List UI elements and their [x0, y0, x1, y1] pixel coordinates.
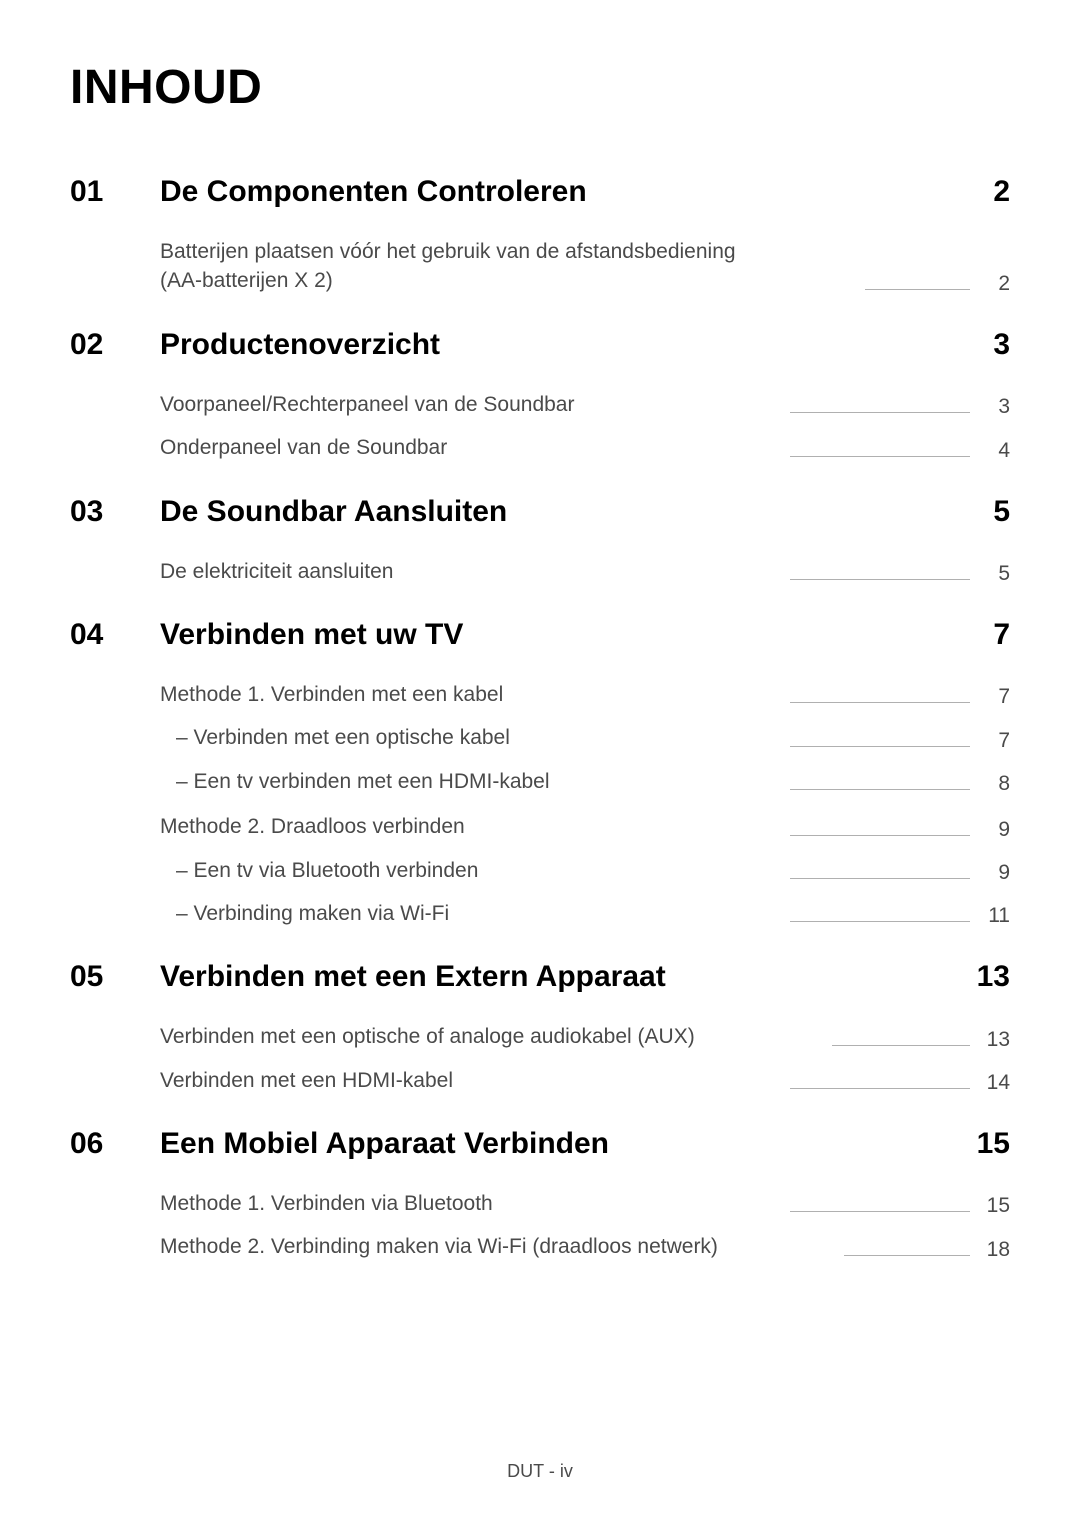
- section-number: 03: [70, 495, 160, 529]
- entry-text: Methode 2. Draadloos verbinden: [160, 812, 465, 841]
- section-title: Verbinden met uw TV: [160, 618, 970, 652]
- entry-page: 4: [980, 439, 1010, 463]
- entry-text: Onderpaneel van de Soundbar: [160, 433, 447, 462]
- entry-page: 11: [980, 904, 1010, 928]
- toc-subentry: Verbinding maken via Wi-Fi 11: [160, 899, 1010, 928]
- toc-container: 01De Componenten Controleren2Batterijen …: [70, 175, 1010, 1262]
- toc-subentry: Een tv verbinden met een HDMI-kabel 8: [160, 767, 1010, 796]
- entry-text: Voorpaneel/Rechterpaneel van de Soundbar: [160, 390, 574, 419]
- entry-page: 9: [980, 861, 1010, 885]
- entry-text: Batterijen plaatsen vóór het gebruik van…: [160, 237, 760, 296]
- section-number: 01: [70, 175, 160, 209]
- page-title: INHOUD: [70, 60, 1010, 115]
- toc-entry: Methode 2. Draadloos verbinden 9: [160, 812, 1010, 841]
- leader-line: [790, 1088, 970, 1089]
- entry-text: De elektriciteit aansluiten: [160, 557, 393, 586]
- toc-entry: De elektriciteit aansluiten 5: [160, 557, 1010, 586]
- section-page: 15: [970, 1127, 1010, 1161]
- leader-line: [790, 878, 970, 879]
- entry-text: Verbinden met een HDMI-kabel: [160, 1066, 453, 1095]
- section-title: Verbinden met een Extern Apparaat: [160, 960, 970, 994]
- toc-section: 03De Soundbar Aansluiten5De elektricitei…: [70, 495, 1010, 586]
- toc-entry: Voorpaneel/Rechterpaneel van de Soundbar…: [160, 390, 1010, 419]
- toc-section: 06Een Mobiel Apparaat Verbinden15Methode…: [70, 1127, 1010, 1262]
- toc-subentry: Een tv via Bluetooth verbinden 9: [160, 856, 1010, 885]
- section-header: 01De Componenten Controleren2: [70, 175, 1010, 209]
- toc-entry: Verbinden met een optische of analoge au…: [160, 1022, 1010, 1051]
- leader-line: [844, 1255, 970, 1256]
- entry-page: 18: [980, 1238, 1010, 1262]
- entry-page: 5: [980, 562, 1010, 586]
- section-page: 5: [970, 495, 1010, 529]
- toc-section: 01De Componenten Controleren2Batterijen …: [70, 175, 1010, 296]
- leader-line: [790, 456, 970, 457]
- section-number: 02: [70, 328, 160, 362]
- entry-page: 7: [980, 729, 1010, 753]
- leader-line: [865, 289, 970, 290]
- section-page: 13: [970, 960, 1010, 994]
- leader-line: [790, 1211, 970, 1212]
- section-header: 02Productenoverzicht3: [70, 328, 1010, 362]
- section-number: 06: [70, 1127, 160, 1161]
- section-title: De Soundbar Aansluiten: [160, 495, 970, 529]
- entry-text: Een tv verbinden met een HDMI-kabel: [160, 767, 550, 796]
- leader-line: [790, 702, 970, 703]
- toc-entry: Methode 2. Verbinding maken via Wi-Fi (d…: [160, 1232, 1010, 1261]
- section-page: 2: [970, 175, 1010, 209]
- leader-line: [790, 412, 970, 413]
- leader-line: [790, 579, 970, 580]
- leader-line: [790, 835, 970, 836]
- toc-entry: Onderpaneel van de Soundbar 4: [160, 433, 1010, 462]
- entry-page: 14: [980, 1071, 1010, 1095]
- toc-subentry: Verbinden met een optische kabel 7: [160, 723, 1010, 752]
- leader-line: [790, 789, 970, 790]
- toc-entry: Verbinden met een HDMI-kabel 14: [160, 1066, 1010, 1095]
- leader-line: [790, 746, 970, 747]
- toc-section: 02Productenoverzicht3Voorpaneel/Rechterp…: [70, 328, 1010, 463]
- entry-page: 9: [980, 818, 1010, 842]
- leader-line: [832, 1045, 970, 1046]
- section-number: 05: [70, 960, 160, 994]
- section-header: 06Een Mobiel Apparaat Verbinden15: [70, 1127, 1010, 1161]
- entry-page: 8: [980, 772, 1010, 796]
- section-number: 04: [70, 618, 160, 652]
- entry-text: Verbinden met een optische kabel: [160, 723, 510, 752]
- entry-page: 7: [980, 685, 1010, 709]
- section-header: 03De Soundbar Aansluiten5: [70, 495, 1010, 529]
- section-page: 3: [970, 328, 1010, 362]
- toc-entry: Methode 1. Verbinden met een kabel 7: [160, 680, 1010, 709]
- toc-entry: Methode 1. Verbinden via Bluetooth 15: [160, 1189, 1010, 1218]
- entry-text: Methode 1. Verbinden met een kabel: [160, 680, 503, 709]
- leader-line: [790, 921, 970, 922]
- toc-section: 04Verbinden met uw TV7Methode 1. Verbind…: [70, 618, 1010, 928]
- entry-text: Verbinden met een optische of analoge au…: [160, 1022, 695, 1051]
- entry-text: Een tv via Bluetooth verbinden: [160, 856, 478, 885]
- entry-page: 13: [980, 1028, 1010, 1052]
- page-footer: DUT - iv: [0, 1461, 1080, 1482]
- entry-page: 2: [980, 272, 1010, 296]
- entry-page: 3: [980, 395, 1010, 419]
- entry-text: Methode 2. Verbinding maken via Wi-Fi (d…: [160, 1232, 718, 1261]
- entry-text: Methode 1. Verbinden via Bluetooth: [160, 1189, 493, 1218]
- section-title: Een Mobiel Apparaat Verbinden: [160, 1127, 970, 1161]
- section-header: 05Verbinden met een Extern Apparaat13: [70, 960, 1010, 994]
- toc-entry: Batterijen plaatsen vóór het gebruik van…: [160, 237, 1010, 296]
- toc-section: 05Verbinden met een Extern Apparaat13Ver…: [70, 960, 1010, 1095]
- entry-text: Verbinding maken via Wi-Fi: [160, 899, 449, 928]
- entry-page: 15: [980, 1194, 1010, 1218]
- section-title: De Componenten Controleren: [160, 175, 970, 209]
- section-page: 7: [970, 618, 1010, 652]
- section-title: Productenoverzicht: [160, 328, 970, 362]
- section-header: 04Verbinden met uw TV7: [70, 618, 1010, 652]
